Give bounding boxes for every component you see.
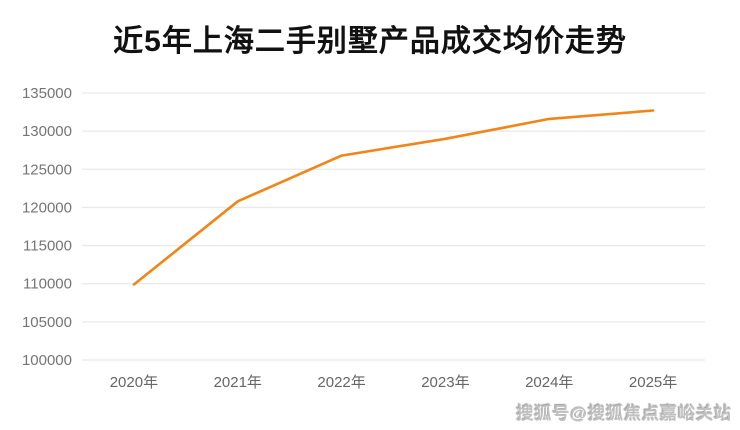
y-tick-label: 110000 [23, 276, 72, 293]
y-tick-label: 120000 [22, 199, 72, 216]
watermark: 搜狐号@搜狐焦点嘉峪关站 [516, 404, 732, 423]
y-tick-label: 115000 [23, 238, 72, 255]
price-trend-line [132, 109, 655, 286]
x-tick-label: 2024年 [525, 374, 573, 391]
chart-title: 近5年上海二手别墅产品成交均价走势 [113, 25, 627, 58]
y-tick-label: 130000 [22, 123, 72, 140]
y-tick-label: 100000 [22, 352, 72, 369]
y-tick-label: 135000 [22, 85, 72, 102]
x-tick-label: 2020年 [110, 374, 158, 391]
x-tick-label: 2021年 [214, 374, 262, 391]
x-tick-label: 2022年 [317, 374, 365, 391]
x-tick-label: 2023年 [421, 374, 469, 391]
x-tick-label: 2025年 [629, 374, 677, 391]
y-tick-label: 125000 [22, 161, 72, 178]
y-tick-label: 105000 [22, 314, 72, 331]
